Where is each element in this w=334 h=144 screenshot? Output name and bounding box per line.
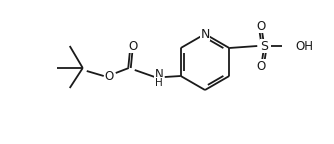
Text: N: N [200,28,210,40]
Text: N: N [154,69,163,82]
Text: O: O [257,19,266,33]
Text: O: O [104,70,113,83]
Text: O: O [257,59,266,72]
Text: H: H [155,78,163,88]
Text: S: S [260,39,268,53]
Text: O: O [128,39,137,53]
Text: OH: OH [295,39,313,53]
